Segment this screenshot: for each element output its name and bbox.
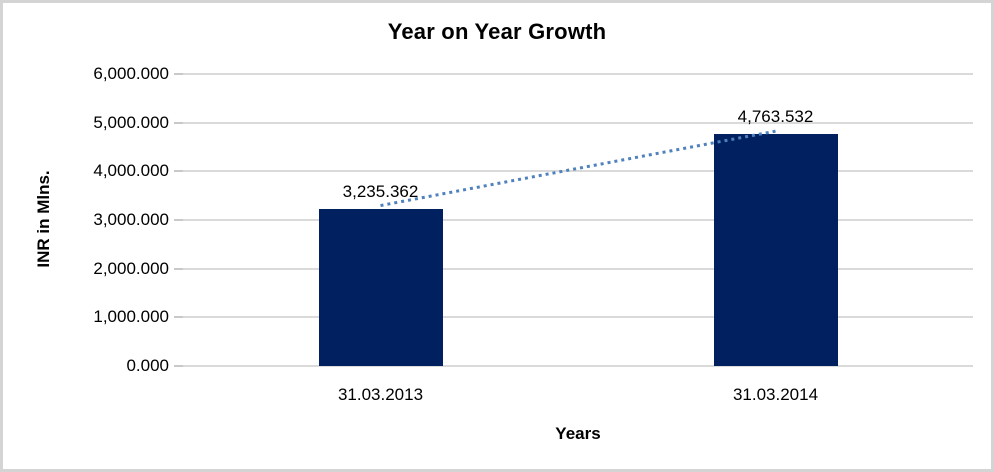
- bar-31.03.2013[interactable]: [318, 208, 443, 366]
- y-axis-label: 4,000.000: [93, 161, 169, 181]
- gridline: [183, 73, 973, 75]
- y-axis-tick: [174, 73, 183, 75]
- y-axis-tick: [174, 267, 183, 270]
- gridline: [183, 219, 973, 221]
- y-axis-label: 1,000.000: [93, 307, 169, 327]
- y-axis-labels: 0.000 1,000.000 2,000.000 3,000.000 4,000.00…: [3, 64, 169, 375]
- x-axis-label: 31.03.2014: [732, 385, 819, 404]
- y-axis-label: 5,000.000: [93, 112, 169, 132]
- x-axis-label: 31.03.2013: [337, 385, 424, 404]
- gridline: [183, 121, 973, 124]
- y-axis-tick: [174, 121, 183, 124]
- y-axis-ticks: [174, 73, 183, 367]
- gridline: [183, 267, 973, 270]
- chart-title: Year on Year Growth: [387, 19, 607, 44]
- y-axis-label: 2,000.000: [93, 258, 169, 278]
- y-axis-label: 6,000.000: [93, 64, 169, 83]
- y-axis-label: 3,000.000: [93, 210, 169, 229]
- y-axis-tick: [174, 365, 183, 367]
- y-axis-tick: [174, 316, 183, 319]
- x-axis-labels: 31.03.2013 31.03.2014: [183, 385, 973, 409]
- y-axis-label: 0.000: [126, 356, 169, 375]
- y-axis-tick: [174, 170, 183, 173]
- bar-31.03.2014[interactable]: [713, 134, 838, 366]
- plot-area: [183, 73, 973, 367]
- bar-series: [183, 74, 973, 366]
- y-axis-tick: [174, 219, 183, 221]
- x-axis-title: Years: [555, 424, 601, 443]
- gridline: [183, 316, 973, 319]
- gridline: [183, 365, 973, 367]
